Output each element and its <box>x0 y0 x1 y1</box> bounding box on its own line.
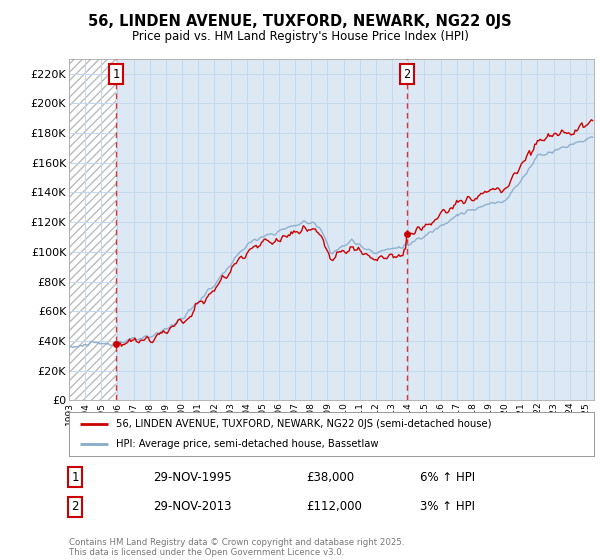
Text: £38,000: £38,000 <box>306 470 354 484</box>
Text: 2: 2 <box>403 68 410 81</box>
Text: £112,000: £112,000 <box>306 500 362 514</box>
Text: 56, LINDEN AVENUE, TUXFORD, NEWARK, NG22 0JS: 56, LINDEN AVENUE, TUXFORD, NEWARK, NG22… <box>88 14 512 29</box>
Text: 56, LINDEN AVENUE, TUXFORD, NEWARK, NG22 0JS (semi-detached house): 56, LINDEN AVENUE, TUXFORD, NEWARK, NG22… <box>116 419 492 429</box>
Text: Price paid vs. HM Land Registry's House Price Index (HPI): Price paid vs. HM Land Registry's House … <box>131 30 469 43</box>
Text: 2: 2 <box>71 500 79 514</box>
Text: 3% ↑ HPI: 3% ↑ HPI <box>420 500 475 514</box>
Text: 29-NOV-1995: 29-NOV-1995 <box>153 470 232 484</box>
Bar <box>69 59 116 400</box>
Bar <box>69 59 116 400</box>
Text: 29-NOV-2013: 29-NOV-2013 <box>153 500 232 514</box>
Text: 1: 1 <box>113 68 120 81</box>
Text: 1: 1 <box>71 470 79 484</box>
Text: HPI: Average price, semi-detached house, Bassetlaw: HPI: Average price, semi-detached house,… <box>116 439 379 449</box>
Text: 6% ↑ HPI: 6% ↑ HPI <box>420 470 475 484</box>
Text: Contains HM Land Registry data © Crown copyright and database right 2025.
This d: Contains HM Land Registry data © Crown c… <box>69 538 404 557</box>
